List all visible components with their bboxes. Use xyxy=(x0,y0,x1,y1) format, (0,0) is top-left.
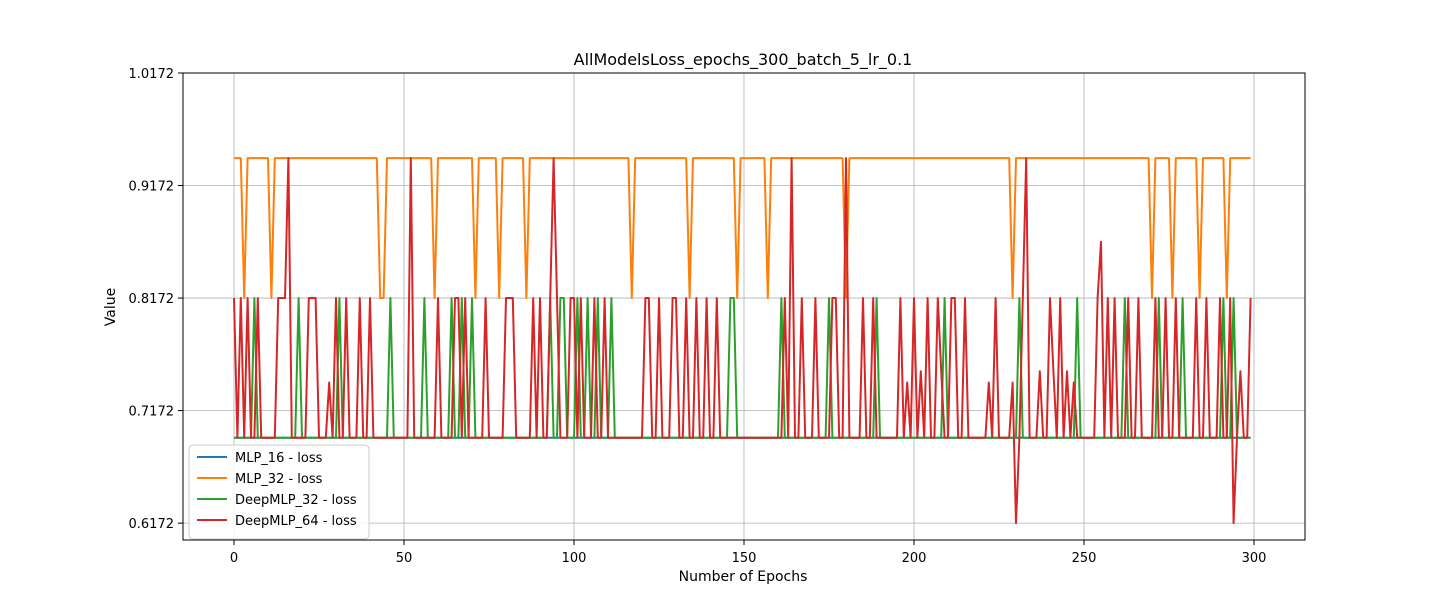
x-tick-label: 100 xyxy=(562,551,587,566)
y-tick-label: 0.8172 xyxy=(129,292,175,307)
legend: MLP_16 - loss MLP_32 - loss DeepMLP_32 - l… xyxy=(188,444,370,540)
series-line-mlp-32-loss xyxy=(234,157,1251,300)
series-lines xyxy=(233,157,1252,525)
legend-entry-label: MLP_16 - loss xyxy=(235,451,323,466)
x-tick-label: 0 xyxy=(230,551,238,566)
legend-entry-label: DeepMLP_64 - loss xyxy=(235,514,357,529)
legend-box xyxy=(188,444,370,540)
chart-title: AllModelsLoss_epochs_300_batch_5_lr_0.1 xyxy=(574,50,913,70)
y-tick-label: 0.6172 xyxy=(129,517,175,532)
legend-entry-label: MLP_32 - loss xyxy=(235,472,323,487)
x-tick-label: 50 xyxy=(396,551,413,566)
x-tick-label: 150 xyxy=(732,551,757,566)
y-axis-ticks: 0.6172 0.7172 0.8172 0.9172 1.0172 xyxy=(129,67,183,532)
y-tick-label: 0.7172 xyxy=(129,405,175,420)
y-tick-label: 0.9172 xyxy=(129,180,175,195)
x-tick-label: 250 xyxy=(1072,551,1097,566)
y-tick-label: 1.0172 xyxy=(129,67,175,82)
x-axis-label: Number of Epochs xyxy=(679,569,808,585)
x-tick-label: 300 xyxy=(1242,551,1267,566)
series-line-deepmlp-64-loss xyxy=(233,157,1252,525)
y-axis-label: Value xyxy=(103,288,119,326)
x-axis-ticks: 0 50 100 150 200 250 300 xyxy=(230,540,1267,566)
legend-entry-label: DeepMLP_32 - loss xyxy=(235,493,357,508)
x-tick-label: 200 xyxy=(902,551,927,566)
series-line-deepmlp-32-loss xyxy=(234,297,1251,439)
